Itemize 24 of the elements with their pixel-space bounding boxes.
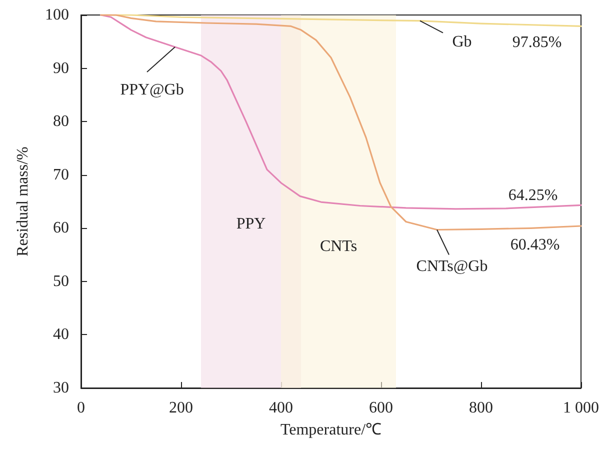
x-tick-label: 200 [169,400,193,416]
annotation: 97.85% [512,34,562,51]
y-tick-label: 80 [53,113,69,130]
y-tick-label: 30 [53,380,69,396]
x-tick-label: 400 [269,400,293,416]
y-axis-title: Residual mass/% [14,146,32,256]
annotation: Gb [452,33,472,50]
x-tick-label: 600 [369,400,393,416]
y-tick-label: 70 [53,166,69,184]
annotation: CNTs@Gb [416,258,488,276]
x-axis-title: Temperature/℃ [280,422,382,438]
band-label: PPY [236,215,266,232]
band-label: CNTs [320,238,358,255]
y-tick-label: 90 [53,60,69,77]
x-tick-label: 0 [77,400,85,416]
x-tick-label: 1 000 [563,400,599,416]
y-tick-label: 50 [53,272,69,290]
annotation: 64.25% [508,186,558,204]
y-tick-label: 60 [53,220,69,237]
y-tick-label: 100 [45,6,69,24]
y-tick-label: 40 [53,326,69,344]
annotation: 60.43% [510,236,560,254]
x-tick-label: 800 [469,400,493,416]
annotation: PPY@Gb [120,81,184,98]
